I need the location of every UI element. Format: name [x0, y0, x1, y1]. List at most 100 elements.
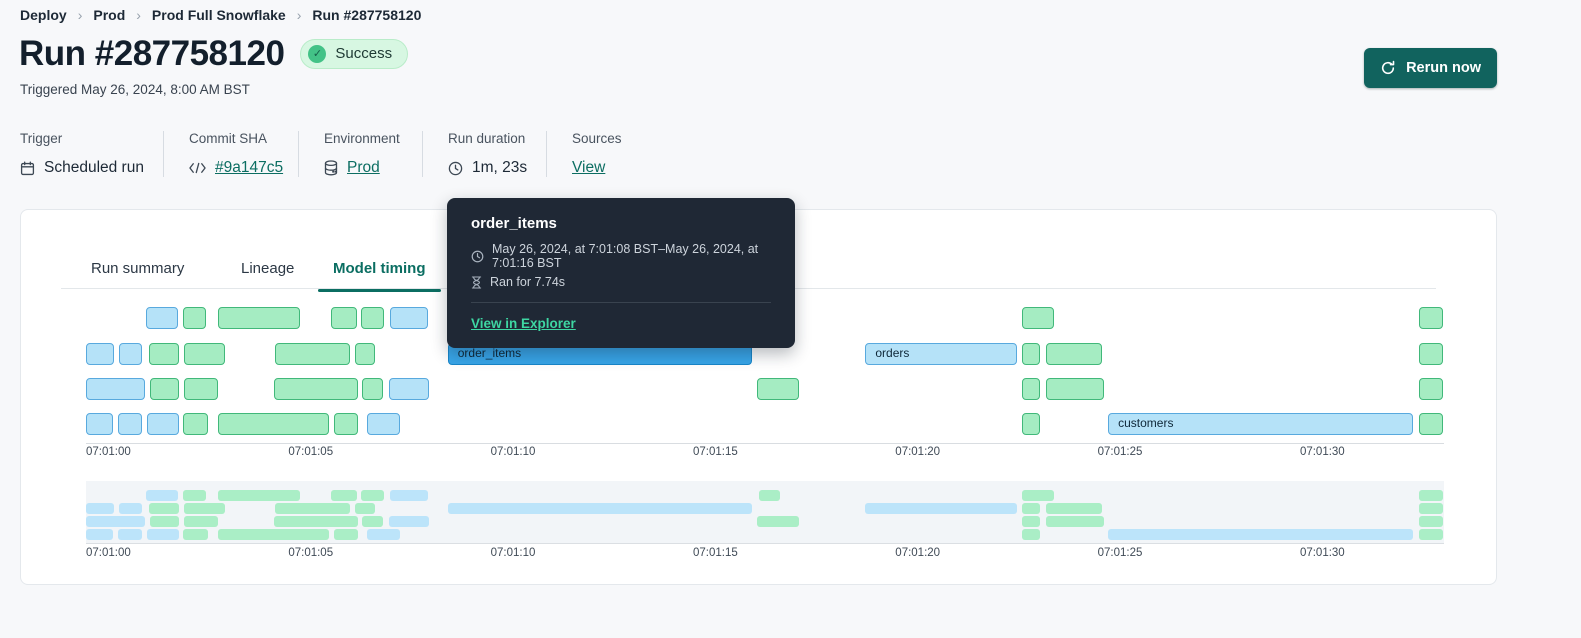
meta-value: Prod — [324, 159, 404, 177]
minimap-bar — [333, 529, 358, 540]
gantt-bar[interactable] — [118, 343, 142, 365]
gantt-bar[interactable] — [149, 343, 180, 365]
gantt-bar[interactable] — [389, 307, 428, 329]
gantt-bar[interactable] — [183, 343, 225, 365]
breadcrumb-separator: › — [136, 7, 141, 23]
gantt-bar-orders[interactable]: orders — [865, 343, 1018, 365]
minimap-bar — [86, 529, 114, 540]
minimap-bar — [757, 516, 800, 527]
gantt-bar[interactable] — [145, 307, 178, 329]
gantt-bar[interactable] — [333, 413, 358, 435]
gantt-bar[interactable] — [1022, 378, 1041, 400]
triggered-text: Triggered May 26, 2024, 8:00 AM BST — [20, 82, 250, 97]
minimap-bar — [1046, 503, 1103, 514]
minimap-bar — [1022, 503, 1041, 514]
gantt-bar[interactable] — [366, 413, 400, 435]
minimap-bar-orders — [865, 503, 1018, 514]
gantt-bar[interactable] — [757, 378, 800, 400]
minimap-bar — [147, 529, 180, 540]
gantt-bar-label: orders — [875, 346, 910, 360]
meta-item-commit-sha: Commit SHA #9a147c5 — [163, 131, 298, 177]
gantt-bar[interactable] — [330, 307, 357, 329]
minimap-bar — [360, 490, 384, 501]
axis-tick-label: 07:01:20 — [895, 446, 941, 458]
meta-label: Sources — [572, 131, 622, 146]
gantt-bar[interactable] — [1046, 378, 1105, 400]
view-in-explorer-link[interactable]: View in Explorer — [471, 316, 576, 331]
gantt-bar[interactable] — [1022, 413, 1041, 435]
gantt-bar[interactable] — [360, 307, 384, 329]
gantt-bar[interactable] — [183, 307, 206, 329]
gantt-bar[interactable] — [217, 413, 329, 435]
main-axis-labels: 07:01:00 07:01:05 07:01:10 07:01:15 07:01:20… — [86, 446, 1444, 460]
axis-tick-label: 07:01:00 — [86, 547, 131, 559]
minimap-bar — [1022, 490, 1055, 501]
breadcrumb-item-run-287758120: Run #287758120 — [312, 7, 422, 23]
tooltip-duration: Ran for 7.74s — [490, 275, 566, 289]
axis-tick-label: 07:01:05 — [288, 446, 334, 458]
minimap-bar — [183, 529, 208, 540]
tooltip-duration-row: Ran for 7.74s — [471, 275, 771, 289]
minimap-bar — [149, 516, 180, 527]
minimap-bar — [86, 503, 114, 514]
meta-label: Trigger — [20, 131, 63, 146]
gantt-bar[interactable] — [1418, 307, 1443, 329]
tab-lineage[interactable]: Lineage — [241, 260, 295, 277]
gantt-bar[interactable] — [1022, 307, 1055, 329]
axis-tick-label: 07:01:30 — [1299, 547, 1345, 559]
breadcrumb-item-prod-full-snowflake[interactable]: Prod Full Snowflake — [151, 7, 286, 23]
gantt-bar[interactable] — [1418, 343, 1443, 365]
gantt-bar-customers[interactable]: customers — [1108, 413, 1413, 435]
gantt-bar[interactable] — [147, 413, 180, 435]
mini-axis-labels: 07:01:00 07:01:05 07:01:10 07:01:15 07:01:20… — [86, 547, 1444, 561]
minimap-bar — [183, 490, 206, 501]
breadcrumb-item-deploy[interactable]: Deploy — [20, 7, 67, 23]
clock-icon — [448, 161, 463, 176]
gantt-bar[interactable] — [183, 378, 218, 400]
gantt-bar[interactable] — [388, 378, 429, 400]
axis-tick-label: 07:01:15 — [692, 446, 738, 458]
gantt-bar[interactable] — [354, 343, 375, 365]
gantt-bar[interactable] — [273, 378, 358, 400]
rerun-button[interactable]: Rerun now — [1364, 48, 1497, 88]
meta-item-sources: Sources View — [546, 131, 640, 177]
gantt-bar[interactable] — [86, 413, 114, 435]
title-row: Run #287758120 ✓ Success — [19, 36, 409, 71]
gantt-bar-label: order_items — [457, 346, 522, 360]
breadcrumb-separator: › — [296, 7, 302, 23]
meta-label: Commit SHA — [189, 131, 268, 146]
gantt-bar[interactable] — [1046, 343, 1103, 365]
minimap-bar — [145, 490, 178, 501]
meta-item-run-duration: Run duration 1m, 23s — [422, 131, 546, 177]
gantt-bar[interactable] — [86, 378, 146, 400]
gantt-bar[interactable] — [1418, 378, 1443, 400]
minimap-bar — [183, 503, 225, 514]
timeline-minimap[interactable] — [86, 481, 1444, 544]
meta-value: 1m, 23s — [448, 159, 528, 177]
gantt-bar[interactable] — [1418, 413, 1443, 435]
meta-label: Environment — [324, 131, 400, 146]
gantt-bar-label: customers — [1118, 416, 1174, 430]
gantt-bar[interactable] — [274, 343, 350, 365]
gantt-bar[interactable] — [117, 413, 142, 435]
axis-tick-label: 07:01:05 — [288, 547, 334, 559]
tab-run-summary[interactable]: Run summary — [91, 260, 185, 277]
tab-model-timing[interactable]: Model timing — [318, 260, 441, 292]
gantt-bar[interactable] — [86, 343, 114, 365]
axis-tick-label: 07:01:00 — [86, 446, 131, 458]
breadcrumb-item-prod[interactable]: Prod — [93, 7, 126, 23]
gantt-bar[interactable] — [1022, 343, 1041, 365]
refresh-icon — [1380, 60, 1396, 76]
sources-value[interactable]: View — [572, 159, 606, 176]
environment-value[interactable]: Prod — [347, 159, 380, 176]
gantt-bar[interactable] — [183, 413, 208, 435]
gantt-bar[interactable] — [149, 378, 180, 400]
check-icon: ✓ — [308, 44, 327, 63]
minimap-bar — [1022, 516, 1041, 527]
minimap-bar — [274, 503, 350, 514]
minimap-bar-customers — [1108, 529, 1413, 540]
commit-sha-value[interactable]: #9a147c5 — [215, 159, 284, 176]
run-duration-value: 1m, 23s — [472, 159, 528, 176]
gantt-bar[interactable] — [217, 307, 300, 329]
gantt-bar[interactable] — [361, 378, 383, 400]
